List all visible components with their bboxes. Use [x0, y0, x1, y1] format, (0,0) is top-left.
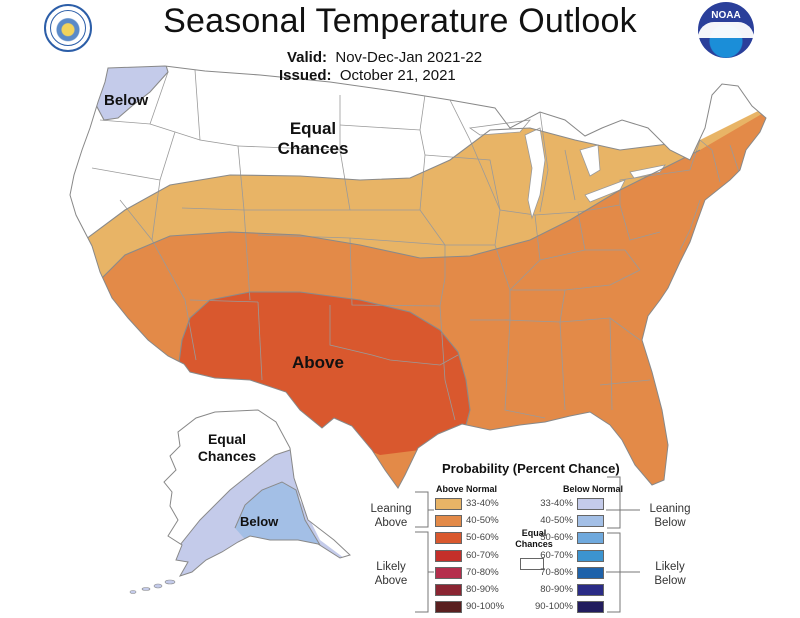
- legend-below-range-1: 40-50%: [540, 515, 573, 526]
- legend-below-header: Below Normal: [563, 484, 624, 494]
- page-title: Seasonal Temperature Outlook: [163, 2, 637, 40]
- label-alaska-equal: Equal: [207, 431, 247, 447]
- label-below-northwest: Below: [104, 92, 149, 109]
- legend-leaning-above-line1: Leaning: [370, 503, 412, 515]
- legend-leaning-below-line1: Leaning: [649, 503, 691, 515]
- valid-value: Nov-Dec-Jan 2021-22: [335, 49, 483, 66]
- label-alaska-chances: Chances: [197, 448, 257, 464]
- legend-above-swatch-2: [435, 532, 462, 544]
- legend-below-range-5: 80-90%: [540, 584, 573, 595]
- legend-above-range-2: 50-60%: [466, 532, 499, 543]
- legend-equal-chances: Equal Chances: [510, 528, 558, 550]
- legend-below-swatch-4: [577, 567, 604, 579]
- legend-below-range-2: 50-60%: [540, 532, 573, 543]
- legend-above-swatch-0: [435, 498, 462, 510]
- legend-equal-chances-swatch: [520, 558, 544, 570]
- label-alaska-equal-chances: Equal Chances: [190, 431, 264, 465]
- legend-above-range-6: 90-100%: [466, 601, 505, 612]
- legend-below-swatch-1: [577, 515, 604, 527]
- legend-below-range-3: 60-70%: [540, 550, 573, 561]
- issued-line: Issued: October 21, 2021: [279, 67, 456, 84]
- legend-above-range-1: 40-50%: [466, 515, 499, 526]
- issued-value: October 21, 2021: [339, 67, 456, 84]
- legend-below-swatch-0: [577, 498, 604, 510]
- legend-title: Probability (Percent Chance): [442, 461, 620, 476]
- legend-below-range-6: 90-100%: [534, 601, 573, 612]
- legend-equal-chances-line2: Chances: [515, 539, 553, 549]
- legend-above-swatch-1: [435, 515, 462, 527]
- noaa-logo: NOAA: [698, 2, 754, 58]
- legend-leaning-below-line2: Below: [654, 517, 686, 529]
- label-chances: Chances: [277, 139, 349, 158]
- legend-below-swatch-6: [577, 601, 604, 613]
- label-above: Above: [292, 353, 344, 372]
- legend-below-swatch-3: [577, 550, 604, 562]
- legend-above-swatch-3: [435, 550, 462, 562]
- legend-above-range-4: 70-80%: [466, 567, 499, 578]
- legend-likely-below-line2: Below: [654, 575, 686, 587]
- legend-likely-above-line1: Likely: [376, 561, 406, 573]
- label-equal-chances: Equal Chances: [272, 119, 354, 159]
- valid-line: Valid: Nov-Dec-Jan 2021-22: [287, 49, 482, 66]
- noaa-logo-text: NOAA: [711, 10, 741, 21]
- legend-above-header: Above Normal: [436, 484, 498, 494]
- legend-below-range-4: 70-80%: [540, 567, 573, 578]
- legend-likely-above: Likely Above: [364, 560, 418, 588]
- legend-above-range-3: 60-70%: [466, 550, 499, 561]
- legend-leaning-above: Leaning Above: [364, 502, 418, 530]
- legend-below-swatch-5: [577, 584, 604, 596]
- legend-likely-above-line2: Above: [374, 575, 408, 587]
- legend-above-range-0: 33-40%: [466, 498, 499, 509]
- valid-label: Valid:: [287, 49, 328, 66]
- legend-equal-chances-line1: Equal: [521, 528, 547, 538]
- label-alaska-below: Below: [240, 514, 279, 529]
- legend-below-swatch-2: [577, 532, 604, 544]
- commerce-seal-logo: [44, 4, 92, 52]
- issued-label: Issued:: [279, 67, 332, 84]
- label-equal: Equal: [289, 119, 337, 138]
- legend-leaning-below: Leaning Below: [642, 502, 698, 530]
- legend-above-range-5: 80-90%: [466, 584, 499, 595]
- legend-likely-below: Likely Below: [642, 560, 698, 588]
- legend-below-range-0: 33-40%: [540, 498, 573, 509]
- legend-above-swatch-4: [435, 567, 462, 579]
- legend-leaning-above-line2: Above: [374, 517, 408, 529]
- legend-above-swatch-6: [435, 601, 462, 613]
- legend-above-swatch-5: [435, 584, 462, 596]
- legend-likely-below-line1: Likely: [655, 561, 685, 573]
